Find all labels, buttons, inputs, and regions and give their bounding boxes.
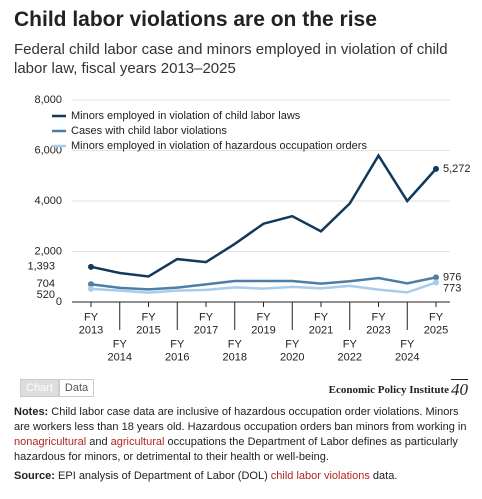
y-tick-label: 2,000 — [34, 245, 62, 257]
legend-label: Minors employed in violation of hazardou… — [71, 140, 367, 152]
point — [88, 281, 94, 288]
x-tick-label: FY 2021 — [309, 311, 333, 336]
x-tick-label: FY 2022 — [338, 338, 362, 363]
logo: Economic Policy Institute 40 — [329, 380, 468, 400]
point — [433, 279, 439, 286]
x-tick-label: FY 2014 — [108, 338, 132, 363]
chart-subtitle: Federal child labor case and minors empl… — [14, 41, 448, 77]
chart-title: Child labor violations are on the rise — [14, 8, 377, 31]
value-label: 976 — [443, 271, 461, 283]
value-label: 5,272 — [443, 163, 471, 175]
notes: Notes: Child labor case data are inclusi… — [14, 405, 472, 465]
point — [433, 165, 439, 172]
value-label: 704 — [37, 278, 55, 290]
link[interactable]: child labor violations — [270, 470, 370, 482]
point — [88, 285, 94, 292]
source: Source: EPI analysis of Department of La… — [14, 469, 472, 484]
x-tick-label: FY 2020 — [280, 338, 304, 363]
series-line — [90, 153, 437, 278]
x-tick-label: FY 2024 — [395, 338, 419, 363]
logo-badge: 40 — [451, 380, 468, 399]
series-line — [90, 276, 437, 291]
notes-text: occupations the Department of Labor defi… — [14, 436, 458, 463]
tab-label: Chart — [26, 382, 53, 394]
notes-text: Child labor case data are inclusive of h… — [14, 406, 467, 433]
legend-label: Cases with child labor violations — [71, 125, 227, 137]
y-tick-label: 6,000 — [34, 144, 62, 156]
value-label: 773 — [443, 282, 461, 294]
chart-tab[interactable]: Chart — [20, 379, 59, 397]
source-label: Source: — [14, 470, 55, 482]
view-tabs: Chart Data — [20, 379, 95, 397]
x-tick-label: FY 2016 — [165, 338, 189, 363]
x-tick-label: FY 2017 — [194, 311, 218, 336]
x-tick-label: FY 2018 — [223, 338, 247, 363]
x-tick-label: FY 2015 — [136, 311, 160, 336]
value-label: 520 — [37, 289, 55, 301]
link[interactable]: nonagricultural — [14, 436, 87, 448]
tab-label: Data — [64, 382, 89, 394]
point — [88, 263, 94, 270]
y-tick-label: 8,000 — [34, 94, 62, 106]
link[interactable]: agricultural — [110, 436, 165, 448]
x-tick-label: FY 2025 — [424, 311, 448, 336]
x-tick-label: FY 2019 — [251, 311, 275, 336]
x-tick-label: FY 2013 — [79, 311, 103, 336]
series-line — [90, 281, 437, 294]
x-tick-label: FY 2023 — [366, 311, 390, 336]
y-tick-label: 0 — [56, 296, 62, 308]
value-label: 1,393 — [27, 261, 55, 273]
legend-label: Minors employed in violation of child la… — [71, 110, 301, 122]
data-tab[interactable]: Data — [58, 379, 95, 397]
point — [433, 274, 439, 281]
source-text: EPI analysis of Department of Labor (DOL… — [58, 470, 271, 482]
y-tick-label: 4,000 — [34, 195, 62, 207]
source-text: data. — [369, 470, 398, 482]
notes-block: Notes: Child labor case data are inclusi… — [14, 405, 472, 488]
logo-name: Economic Policy Institute — [328, 384, 449, 396]
notes-label: Notes: — [14, 406, 49, 418]
notes-text: and — [86, 436, 111, 448]
